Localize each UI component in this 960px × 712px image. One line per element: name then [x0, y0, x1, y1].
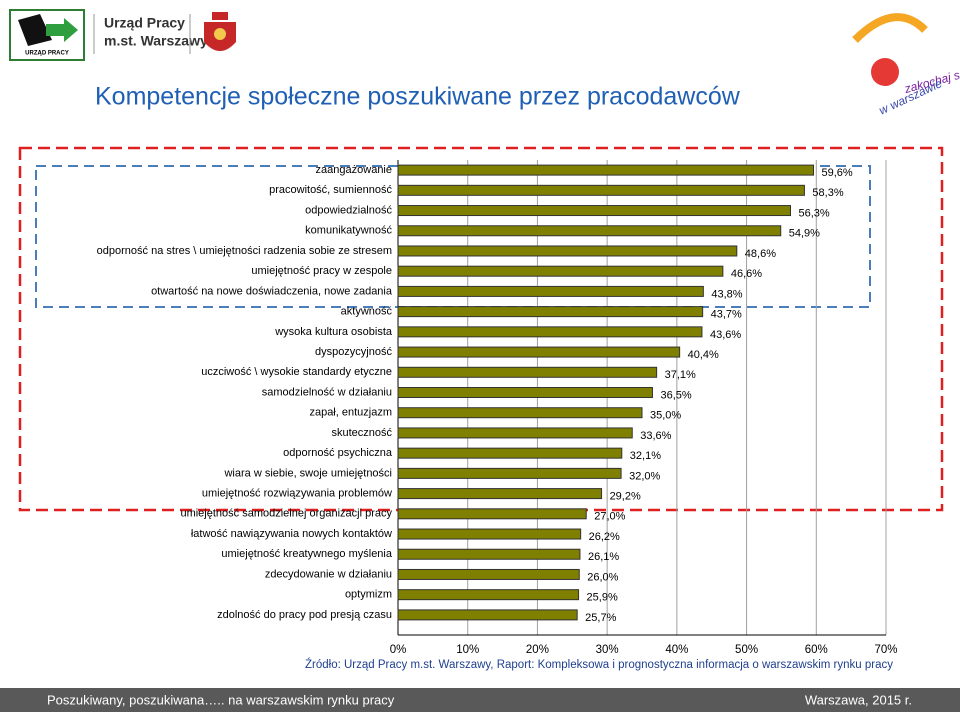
slide-title: Kompetencje społeczne poszukiwane przez …: [95, 83, 741, 111]
value-label: 58,3%: [812, 187, 843, 199]
source-note: Źródło: Urząd Pracy m.st. Warszawy, Rapo…: [305, 658, 893, 671]
value-label: 26,0%: [587, 571, 618, 583]
value-label: 54,9%: [789, 228, 820, 240]
x-tick-label: 20%: [526, 644, 549, 656]
value-label: 26,2%: [589, 531, 620, 543]
value-label: 25,9%: [587, 592, 618, 604]
value-label: 48,6%: [745, 248, 776, 260]
value-label: 27,0%: [594, 511, 625, 523]
category-label: pracowitość, sumienność: [269, 184, 392, 196]
footer-right: Warszawa, 2015 r.: [805, 692, 912, 707]
bar: [397, 467, 622, 479]
category-label: odporność psychiczna: [283, 447, 393, 459]
value-label: 26,1%: [588, 551, 619, 563]
category-label: zaangażowanie: [316, 164, 392, 176]
bar: [397, 205, 791, 217]
value-label: 36,5%: [660, 389, 691, 401]
category-label: optymizm: [345, 589, 392, 601]
x-tick-label: 0%: [390, 644, 407, 656]
category-label: samodzielność w działaniu: [262, 386, 392, 398]
value-label: 25,7%: [585, 612, 616, 624]
category-label: odporność na stres \ umiejętności radzen…: [97, 245, 392, 257]
bar: [397, 568, 580, 580]
category-label: zapał, entuzjazm: [309, 407, 392, 419]
logo-caption: URZĄD PRACY: [25, 51, 69, 57]
bar: [397, 306, 704, 318]
x-tick-label: 40%: [665, 644, 688, 656]
category-label: skuteczność: [331, 427, 392, 439]
category-label: wiara w siebie, swoje umiejętności: [223, 467, 392, 479]
office-name: Urząd Pracy: [104, 15, 185, 31]
bar: [397, 548, 581, 560]
bar: [397, 184, 805, 196]
bar: [397, 488, 603, 500]
bar: [397, 589, 580, 601]
footer-bar: [0, 688, 960, 712]
category-label: umiejętność rozwiązywania problemów: [202, 487, 392, 499]
highlight-red: [18, 146, 944, 512]
x-tick-label: 70%: [874, 644, 897, 656]
category-label: zdecydowanie w działaniu: [265, 568, 392, 580]
brand-logo: zakochaj się w warszawie: [852, 13, 960, 118]
bar: [397, 366, 658, 378]
bar: [397, 265, 724, 277]
category-label: komunikatywność: [305, 225, 392, 237]
category-label: łatwość nawiązywania nowych kontaktów: [191, 528, 392, 540]
bar: [397, 164, 814, 176]
bar: [397, 609, 578, 621]
value-label: 29,2%: [610, 490, 641, 502]
x-tick-label: 50%: [735, 644, 758, 656]
x-tick-label: 10%: [456, 644, 479, 656]
value-label: 32,0%: [629, 470, 660, 482]
value-label: 43,8%: [711, 288, 742, 300]
value-label: 56,3%: [798, 207, 829, 219]
x-tick-label: 30%: [596, 644, 619, 656]
category-label: aktywność: [341, 306, 393, 318]
value-label: 35,0%: [650, 410, 681, 422]
bar: [397, 387, 653, 398]
bar: [397, 528, 582, 540]
plot: 0% 10% 20% 30% 40% 50% 60% 70% zaangażowanie 59,6…: [97, 160, 898, 656]
category-label: umiejętność samodzielnej organizacji pra…: [180, 508, 392, 520]
value-label: 46,6%: [731, 268, 762, 280]
value-label: 33,6%: [640, 430, 671, 442]
value-label: 43,7%: [711, 309, 742, 321]
value-label: 32,1%: [630, 450, 661, 462]
category-label: odpowiedzialność: [305, 204, 392, 216]
x-tick-label: 60%: [805, 644, 828, 656]
office-logo: URZĄD PRACY: [9, 9, 85, 61]
value-label: 40,4%: [688, 349, 719, 361]
city-crest: [204, 12, 236, 51]
category-label: otwartość na nowe doświadczenia, nowe za…: [151, 285, 393, 297]
bar: [397, 447, 623, 459]
office-city: m.st. Warszawy: [104, 33, 208, 49]
bar: [397, 346, 681, 358]
bar: [397, 427, 633, 439]
value-label: 43,6%: [710, 329, 741, 341]
footer-left: Poszukiwany, poszukiwana….. na warszawsk…: [47, 692, 395, 707]
bar: [397, 326, 703, 338]
category-label: zdolność do pracy pod presją czasu: [217, 609, 392, 621]
bar: [397, 225, 782, 237]
bar: [397, 285, 704, 297]
bar: [397, 508, 587, 520]
bar: [397, 407, 643, 419]
category-label: uczciwość \ wysokie standardy etyczne: [201, 366, 392, 378]
bar: [397, 245, 738, 257]
category-label: wysoka kultura osobista: [274, 326, 393, 338]
category-label: umiejętność pracy w zespole: [251, 265, 392, 277]
category-label: umiejętność kreatywnego myślenia: [221, 548, 392, 560]
value-label: 59,6%: [821, 167, 852, 179]
category-label: dyspozycyjność: [315, 346, 393, 358]
value-label: 37,1%: [665, 369, 696, 381]
